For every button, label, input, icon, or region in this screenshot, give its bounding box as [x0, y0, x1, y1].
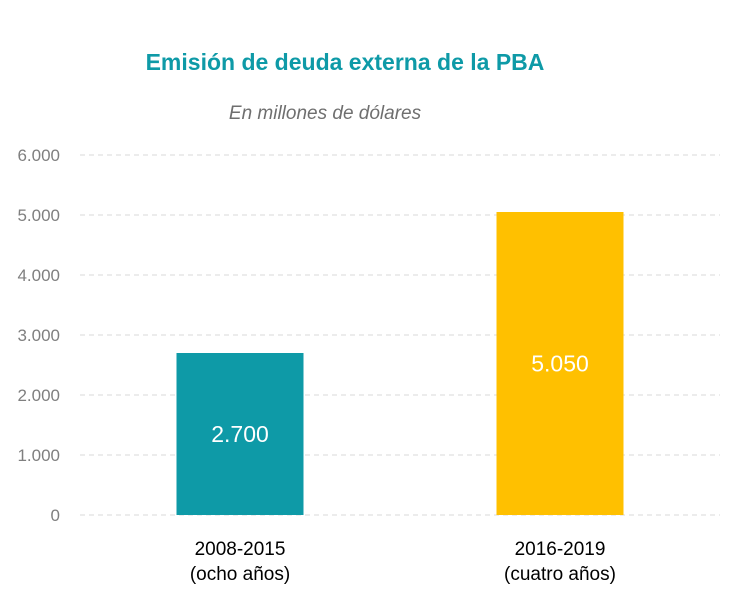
bar — [496, 212, 624, 515]
x-category-label: 2016-2019 — [515, 539, 606, 560]
bar-data-label: 5.050 — [531, 351, 589, 377]
y-tick-label: 2.000 — [17, 386, 60, 405]
x-axis: 2008-2015 (ocho años) 2016-2019 (cuatro año… — [190, 539, 616, 585]
y-axis: 0 1.000 2.000 3.000 4.000 5.000 6.000 — [17, 146, 60, 525]
bar-data-label: 2.700 — [211, 421, 269, 447]
x-category-label: 2008-2015 — [195, 539, 286, 560]
y-tick-label: 4.000 — [17, 266, 60, 285]
y-tick-label: 0 — [51, 506, 60, 525]
y-tick-label: 6.000 — [17, 146, 60, 165]
bars: 2.700 5.050 — [176, 212, 624, 515]
chart-subtitle: En millones de dólares — [228, 103, 422, 124]
chart-title: Emisión de deuda externa de la PBA — [145, 49, 545, 75]
x-category-label: (ocho años) — [190, 564, 290, 585]
y-tick-label: 3.000 — [17, 326, 60, 345]
y-tick-label: 5.000 — [17, 206, 60, 225]
bar — [176, 353, 304, 515]
x-category-label: (cuatro años) — [504, 564, 616, 585]
gridlines — [80, 154, 720, 516]
y-tick-label: 1.000 — [17, 446, 60, 465]
